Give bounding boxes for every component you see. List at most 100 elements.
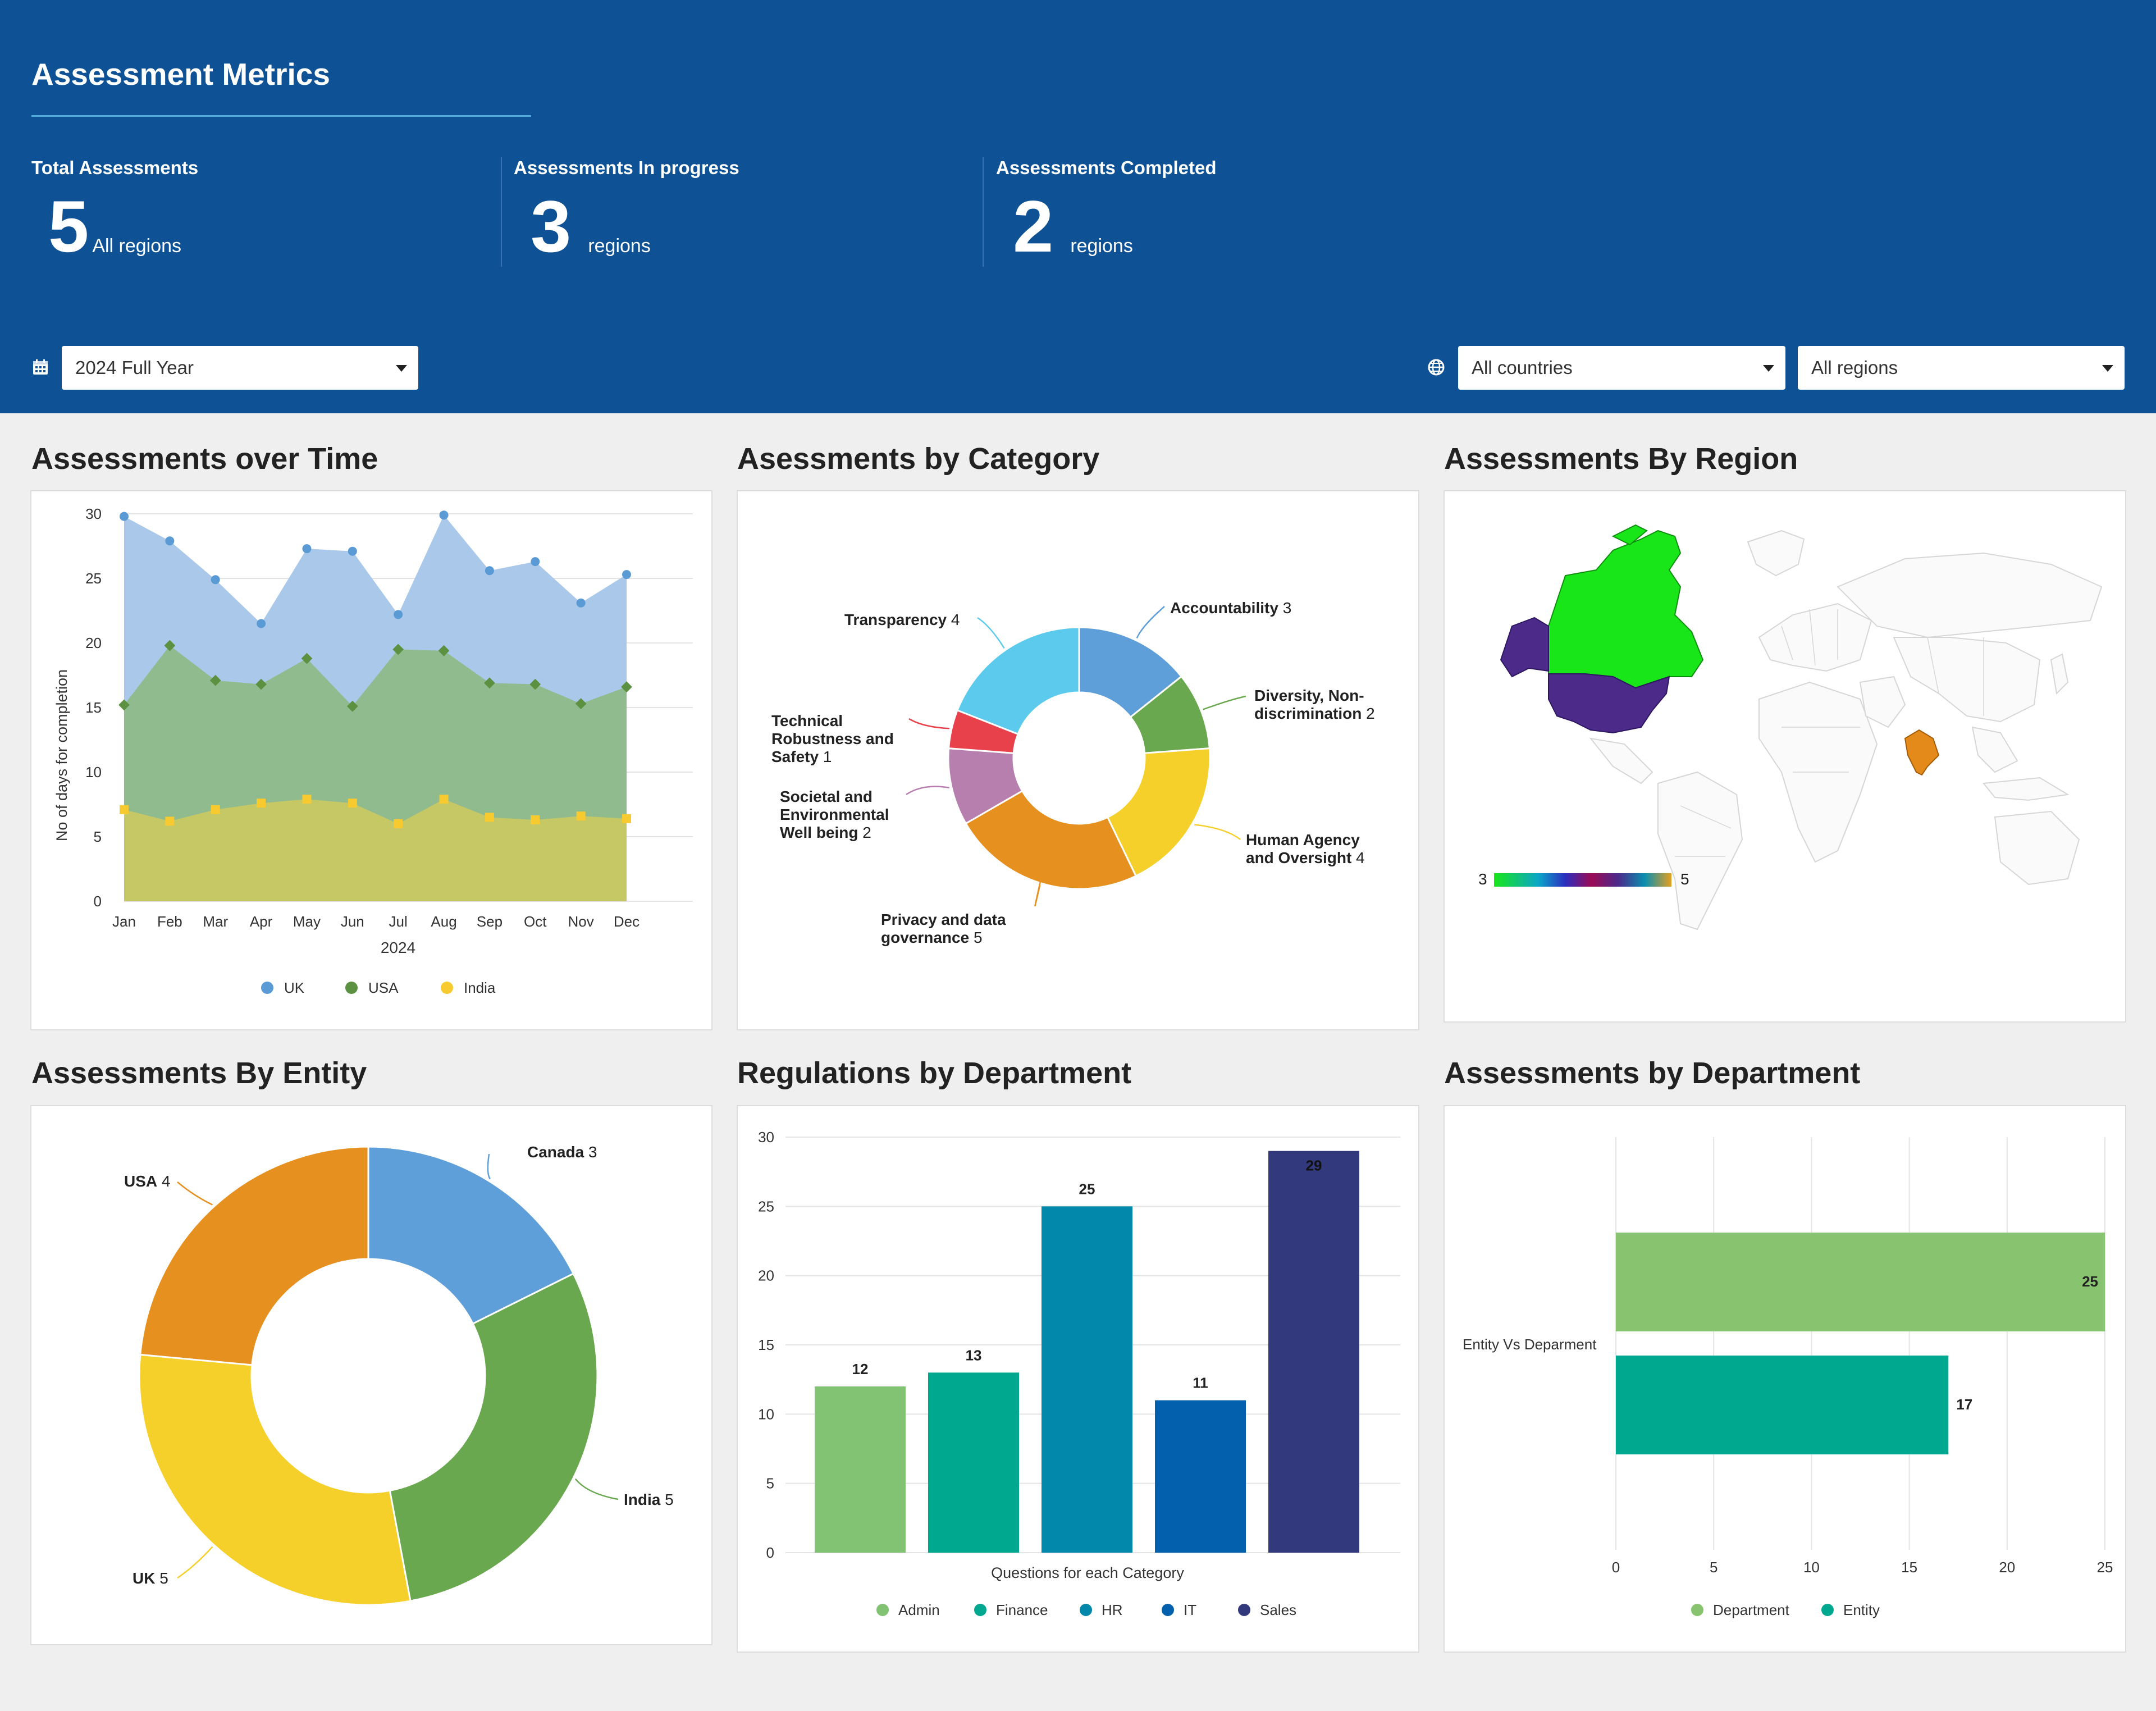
region-canada[interactable]: [1548, 530, 1704, 689]
legend-marker: [441, 982, 453, 994]
region-alaska[interactable]: [1500, 617, 1549, 678]
data-point: [531, 557, 540, 567]
over-time-card: No of days for completion 2024 0 5 10 15 20 2…: [30, 490, 712, 1030]
y-tick-label: 15: [758, 1336, 774, 1353]
region-usa[interactable]: [1548, 673, 1670, 734]
x-tick-label: Dec: [614, 913, 640, 930]
x-tick-label: Sep: [477, 913, 503, 930]
stat-unit: All regions: [92, 235, 182, 257]
stat-divider: [501, 157, 502, 267]
data-point: [165, 816, 175, 826]
by-category-card: Accountability 3 Diversity, Non-discrimin…: [737, 490, 1419, 1030]
x-tick-label: 5: [1710, 1559, 1718, 1576]
data-point: [576, 811, 586, 821]
by-entity-card: Canada 3 India 5 UK 5 USA 4: [30, 1105, 712, 1645]
period-select-value: 2024 Full Year: [75, 357, 194, 378]
stat-value: 2: [1013, 185, 1054, 267]
stat-unit: regions: [588, 235, 651, 257]
slice-label: USA 4: [124, 1172, 170, 1190]
legend-marker: [261, 982, 273, 994]
data-point: [348, 546, 357, 556]
y-tick-label: 25: [85, 570, 102, 587]
globe-icon: [1428, 359, 1445, 376]
data-point: [485, 566, 494, 576]
x-tick-label: 20: [1999, 1559, 2015, 1576]
slice-label: India 5: [624, 1491, 674, 1508]
regions-select[interactable]: All regions: [1798, 346, 2125, 390]
x-axis-label: Questions for each Category: [991, 1564, 1184, 1581]
donut-slice: [367, 1146, 575, 1325]
legend-label: Entity: [1843, 1602, 1880, 1618]
data-point: [209, 674, 221, 686]
regions-select-value: All regions: [1811, 357, 1898, 378]
leader-line: [1203, 695, 1246, 710]
regulations-chart: Questions for each Category 0 5 10 15 20 25 30…: [758, 1129, 1400, 1618]
slice-label: UK 5: [133, 1569, 168, 1587]
donut-slice: [389, 1272, 599, 1602]
stat-label: Assessments Completed: [996, 157, 1217, 178]
leader-line: [1194, 824, 1241, 840]
data-point: [621, 681, 632, 693]
by-department-chart: Entity Vs Deparment 0 5 10 15 20 25 25 17 Depart…: [1463, 1137, 2113, 1618]
data-point: [394, 610, 403, 619]
donut-slice: [965, 790, 1138, 890]
data-point: [120, 512, 129, 521]
section-title-regulations: Regulations by Department: [737, 1056, 1132, 1090]
bar-department: [1616, 1233, 2105, 1331]
chevron-down-icon: [396, 365, 407, 372]
leader-line: [1136, 606, 1165, 638]
title-underline: [31, 115, 531, 117]
x-tick-label: 10: [1803, 1559, 1820, 1576]
x-tick-label: Oct: [524, 913, 547, 930]
world-map: 3 5: [1478, 524, 2103, 930]
color-scale-bar: [1494, 873, 1671, 887]
slice-label: Canada 3: [527, 1143, 597, 1161]
region-india[interactable]: [1904, 729, 1940, 776]
data-label: 13: [966, 1347, 982, 1363]
regulations-card: Questions for each Category 0 5 10 15 20 25 30…: [737, 1105, 1419, 1653]
legend-marker: [345, 982, 358, 994]
legend-label: USA: [368, 979, 399, 996]
area-series-india: [124, 799, 627, 901]
leader-line: [177, 1546, 213, 1579]
slice-label: Privacy and data governance 5: [881, 911, 1006, 946]
region-canada-islands[interactable]: [1611, 524, 1648, 546]
period-select[interactable]: 2024 Full Year: [62, 346, 418, 390]
y-tick-label: 0: [766, 1544, 774, 1561]
countries-select[interactable]: All countries: [1458, 346, 1785, 390]
section-title-by-category: Asessments by Category: [737, 442, 1100, 476]
y-tick-label: 20: [758, 1267, 774, 1284]
donut-slice: [138, 1353, 412, 1606]
data-point: [576, 598, 586, 608]
stat-value: 3: [531, 185, 572, 267]
section-title-over-time: Assessments over Time: [31, 442, 378, 476]
leader-line: [977, 617, 1005, 649]
y-tick-label: 20: [85, 635, 102, 651]
over-time-chart: No of days for completion 2024 0 5 10 15 20 2…: [53, 505, 693, 996]
leader-line: [908, 718, 950, 729]
by-department-card: Entity Vs Deparment 0 5 10 15 20 25 25 17 Depart…: [1444, 1105, 2126, 1653]
data-point: [394, 819, 403, 828]
legend-marker: [1691, 1604, 1703, 1616]
data-label: 12: [852, 1361, 869, 1377]
slice-label: Transparency 4: [844, 611, 960, 628]
bar-finance: [928, 1372, 1019, 1553]
legend-marker: [876, 1604, 889, 1616]
data-label: 29: [1306, 1157, 1322, 1174]
by-category-chart: Accountability 3 Diversity, Non-discrimin…: [771, 599, 1375, 946]
data-point: [302, 795, 312, 804]
legend-marker: [1162, 1604, 1174, 1616]
leader-line: [487, 1153, 491, 1180]
stat-in-progress: Assessments In progress 3 regions: [514, 157, 739, 267]
legend-marker: [1821, 1604, 1834, 1616]
y-tick-label: 25: [758, 1198, 774, 1215]
x-tick-label: May: [293, 913, 321, 930]
chevron-down-icon: [2102, 365, 2113, 372]
by-region-card: 3 5: [1444, 490, 2126, 1023]
data-point: [439, 795, 449, 804]
scale-min-label: 3: [1478, 870, 1487, 888]
legend-label: Finance: [996, 1602, 1048, 1618]
y-tick-label: 10: [85, 764, 102, 781]
data-label: 17: [1956, 1396, 1972, 1413]
donut-slice: [1078, 626, 1183, 719]
